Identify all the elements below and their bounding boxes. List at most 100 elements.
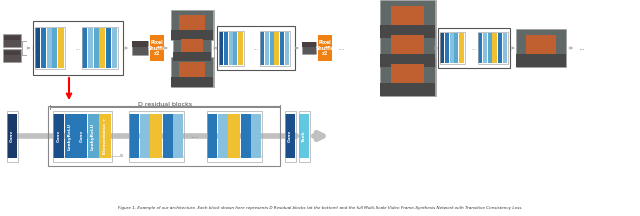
Bar [129,111,184,162]
Bar [498,33,502,63]
Bar [81,27,118,69]
Text: Pixel
Shuffle
x2: Pixel Shuffle x2 [148,40,166,56]
Bar [132,41,148,55]
Bar [93,28,99,68]
Bar [445,33,449,63]
Bar [440,32,465,64]
Bar [269,32,274,65]
Text: LeakyReLU: LeakyReLU [68,122,72,149]
Bar [171,57,213,87]
Bar [173,35,211,61]
Bar [180,39,204,53]
Bar [238,32,243,65]
Bar [488,33,492,63]
Text: Elementwise +: Elementwise + [103,118,107,154]
Bar [380,58,435,96]
Bar [120,154,123,157]
Text: Pixel
Shuffle
x2: Pixel Shuffle x2 [316,40,335,56]
Bar [150,114,162,158]
Bar [35,28,40,68]
Text: Figure 1. Example of our architecture. Each block shown here represents D Residu: Figure 1. Example of our architecture. E… [118,206,522,210]
Bar [516,54,566,67]
Bar [526,35,556,56]
Bar [218,114,227,158]
Bar [217,26,295,70]
Bar [41,28,46,68]
Bar [163,114,173,158]
Bar [112,28,117,68]
Text: ...: ... [472,46,477,51]
Bar [224,32,228,65]
Bar [3,49,21,62]
Bar [53,114,64,158]
Bar [207,114,217,158]
Text: ...: ... [253,46,259,51]
Bar [302,42,316,54]
Bar [218,30,244,65]
Bar [99,28,106,68]
Bar [88,114,99,158]
Bar [171,30,213,40]
Bar [380,83,435,96]
Bar [7,114,17,158]
Bar [99,114,111,158]
Bar [179,62,205,78]
Bar [454,33,458,63]
Text: ...: ... [76,46,81,51]
Bar [3,34,21,47]
Bar [150,35,164,61]
Bar [47,28,52,68]
Bar [302,42,316,47]
Bar [207,111,262,162]
Text: D residual blocks: D residual blocks [138,102,192,106]
Bar [492,33,497,63]
Bar [173,52,211,61]
Bar [516,29,566,67]
Bar [52,111,112,162]
Bar [82,28,87,68]
Bar [450,33,454,63]
Bar [280,32,284,65]
Bar [171,76,213,87]
Bar [76,114,87,158]
Bar [275,32,280,65]
Bar [234,32,237,65]
Bar [380,54,435,67]
Bar [4,51,20,55]
Bar [58,28,64,68]
Bar [48,106,280,166]
Text: ...: ... [337,43,345,52]
Text: Tanh: Tanh [302,130,306,142]
Bar [106,28,111,68]
Bar [285,114,295,158]
Bar [129,114,139,158]
Text: ...: ... [578,45,585,51]
Bar [391,64,424,85]
Bar [259,30,290,65]
Bar [380,29,435,67]
Bar [171,10,213,40]
Bar [391,35,424,56]
Bar [140,114,150,158]
Bar [298,111,310,162]
Bar [285,32,289,65]
Bar [251,114,261,158]
Text: LeakyReLU: LeakyReLU [91,122,95,149]
Bar [380,25,435,38]
Bar [4,36,20,40]
Text: ...: ... [190,132,198,140]
Bar [483,33,487,63]
Text: Conv: Conv [56,130,61,142]
Bar [477,32,508,64]
Bar [503,33,507,63]
Bar [241,114,250,158]
Bar [179,14,205,31]
Bar [65,114,76,158]
Bar [88,28,93,68]
Bar [52,28,58,68]
Bar [460,33,464,63]
Bar [228,114,240,158]
Bar [132,41,148,47]
Bar [440,33,444,63]
Text: Conv: Conv [79,130,83,142]
